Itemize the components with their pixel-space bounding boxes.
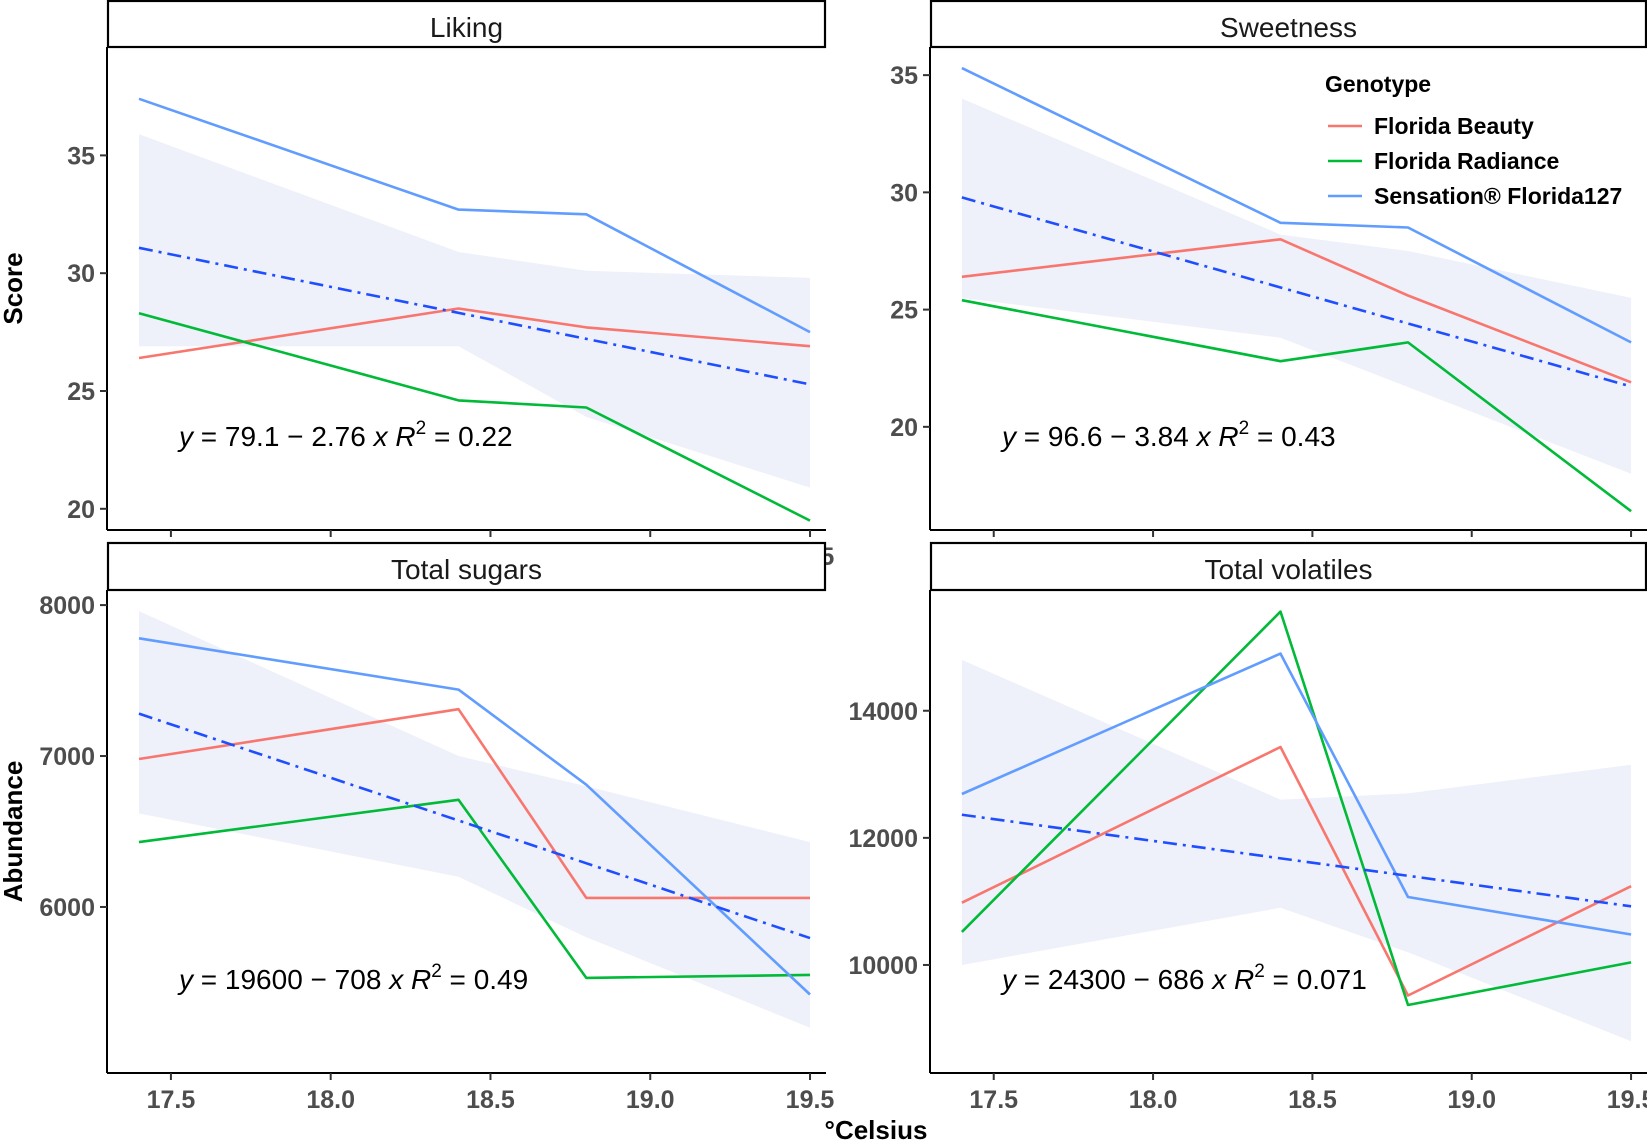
series-line-sensation-florida127 (138, 637, 811, 996)
series-line-florida-beauty (961, 238, 1632, 384)
facet-strip (929, 0, 1647, 49)
facet-strip (106, 0, 827, 49)
y-tick-label: 7000 (39, 743, 95, 771)
equation-y: y (177, 964, 195, 995)
equation-x: x (387, 964, 404, 995)
facet-strip (106, 541, 827, 592)
y-tick-label: 6000 (39, 894, 95, 922)
x-tick-label: 18.5 (1288, 1086, 1337, 1114)
legend-label: Florida Beauty (1374, 113, 1534, 139)
facet-title: Liking (430, 12, 503, 43)
series-line-sensation-florida127 (961, 652, 1632, 936)
panel-total-volatiles: 10000 12000 14000 17.5 18.0 18.5 19.0 19.5 Total… (848, 541, 1647, 1114)
x-tick-label: 19.0 (1447, 1086, 1496, 1114)
equation-r: R (411, 964, 431, 995)
regression-fit-line (961, 813, 1632, 908)
y-tick-label: 20 (890, 414, 918, 442)
panel-total-sugars: 6000 7000 8000 17.5 18.0 18.5 19.0 19.5 Total su… (0, 541, 835, 1114)
facet-title: Total sugars (391, 554, 542, 585)
series-line-florida-radiance (961, 298, 1632, 513)
y-tick-label: 14000 (848, 698, 918, 726)
y-tick-label: 30 (890, 179, 918, 207)
series-line-sensation-florida127 (138, 97, 811, 334)
y-tick-label: 35 (67, 142, 95, 170)
x-tick-label: 18.5 (466, 1086, 515, 1114)
y-tick-label: 12000 (848, 825, 918, 853)
equation-superscript: 2 (431, 961, 442, 982)
equation-y: y (1000, 421, 1018, 452)
equation-x: x (1210, 964, 1227, 995)
equation-y: y (177, 421, 195, 452)
y-tick-label: 35 (890, 62, 918, 90)
equation-gap (1211, 421, 1219, 452)
confidence-ribbon (961, 659, 1632, 1042)
x-tick-label: 17.5 (969, 1086, 1018, 1114)
y-tick-label: 25 (67, 378, 95, 406)
equation-body: = 96.6 − 3.84 (1016, 421, 1197, 452)
facet-strip (929, 541, 1647, 592)
equation-superscript: 2 (416, 418, 427, 439)
y-tick-label: 25 (890, 297, 918, 325)
y-tick-label: 8000 (39, 592, 95, 620)
equation-r: R (1218, 421, 1238, 452)
y-tick-label: 30 (67, 260, 95, 288)
equation-body: = 19600 − 708 (193, 964, 389, 995)
x-axis-title: °Celsius (825, 1115, 928, 1142)
regression-equation: y = 24300 − 686 x R2 = 0.071 (1000, 961, 1367, 995)
series-line-florida-radiance (138, 311, 811, 522)
legend-title: Genotype (1325, 71, 1431, 97)
equation-body: = 24300 − 686 (1016, 964, 1212, 995)
series-line-sensation-florida127 (961, 66, 1632, 344)
x-tick-label: 19.5 (1607, 1086, 1647, 1114)
equation-r2-value: = 0.22 (426, 421, 512, 452)
regression-equation: y = 96.6 − 3.84 x R2 = 0.43 (1000, 418, 1336, 452)
regression-equation: y = 19600 − 708 x R2 = 0.49 (177, 961, 528, 995)
equation-y: y (1000, 964, 1018, 995)
equation-r: R (395, 421, 415, 452)
facet-title: Total volatiles (1204, 554, 1372, 585)
equation-body: = 79.1 − 2.76 (193, 421, 374, 452)
regression-fit-line (138, 712, 811, 940)
equation-gap (1226, 964, 1234, 995)
equation-gap (403, 964, 411, 995)
equation-r2-value: = 0.43 (1249, 421, 1335, 452)
equation-superscript: 2 (1239, 418, 1250, 439)
series-line-florida-beauty (961, 745, 1632, 997)
x-tick-label: 17.5 (147, 1086, 196, 1114)
y-tick-label: 10000 (848, 952, 918, 980)
equation-gap (388, 421, 396, 452)
y-axis-title: Abundance (0, 761, 28, 903)
regression-equation: y = 79.1 − 2.76 x R2 = 0.22 (177, 418, 513, 452)
legend-label: Florida Radiance (1374, 148, 1559, 174)
y-axis-title: Score (0, 252, 28, 324)
facet-title: Sweetness (1220, 12, 1357, 43)
equation-r2-value: = 0.49 (442, 964, 528, 995)
series-line-florida-beauty (138, 307, 811, 360)
equation-x: x (372, 421, 389, 452)
equation-r2-value: = 0.071 (1265, 964, 1367, 995)
series-line-florida-radiance (138, 798, 811, 980)
x-tick-label: 19.5 (786, 1086, 835, 1114)
x-tick-label: 18.0 (1129, 1086, 1178, 1114)
confidence-ribbon (139, 611, 810, 1028)
series-line-florida-beauty (138, 707, 810, 900)
equation-superscript: 2 (1254, 961, 1265, 982)
series-line-florida-radiance (960, 610, 1632, 1007)
equation-x: x (1195, 421, 1212, 452)
equation-r: R (1234, 964, 1254, 995)
y-tick-label: 20 (67, 496, 95, 524)
legend-label: Sensation® Florida127 (1374, 183, 1622, 209)
x-tick-label: 18.0 (306, 1086, 355, 1114)
legend: Genotype Florida Beauty Florida Radiance Se… (1325, 71, 1622, 209)
confidence-ribbon (961, 98, 1632, 474)
x-tick-label: 19.0 (626, 1086, 675, 1114)
